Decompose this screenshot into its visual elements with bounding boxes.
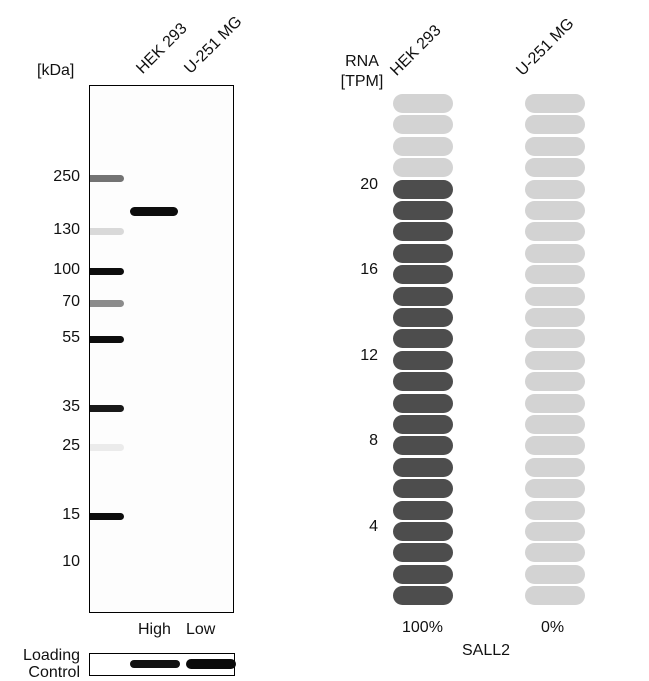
rna-bar-segment (393, 265, 453, 285)
percent-u251mg: 0% (541, 619, 565, 636)
rna-bar-segment (393, 522, 453, 541)
rna-bar-segment (393, 308, 453, 327)
rna-lane-label-u251mg: U-251 MG (513, 15, 578, 80)
marker-label: 10 (62, 553, 80, 570)
marker-band (90, 268, 124, 275)
marker-band (90, 300, 124, 307)
rna-bar-segment (525, 286, 585, 306)
sall2-band-hek293 (130, 207, 178, 216)
rna-bar-segment (393, 350, 453, 370)
rna-bar-segment (525, 393, 585, 413)
rna-bar-segment (525, 586, 585, 606)
western-blot-image (89, 85, 234, 613)
rna-bar-segment (393, 222, 453, 242)
marker-band (90, 405, 124, 412)
marker-label: 70 (62, 293, 80, 310)
rna-bar-segment (393, 500, 453, 520)
rna-bar-segment (525, 329, 585, 349)
rna-bar-segment (525, 415, 585, 434)
gene-name: SALL2 (462, 642, 511, 659)
rna-bar-segment (525, 479, 585, 499)
rna-axis-label: RNA [TPM] (337, 52, 387, 92)
kda-unit-label: [kDa] (37, 62, 75, 79)
marker-label: 55 (62, 329, 80, 346)
rna-bar-segment (393, 415, 453, 434)
lane-label-u251mg: U-251 MG (181, 13, 246, 78)
marker-label: 100 (53, 261, 80, 278)
rna-bar-segment (525, 372, 585, 392)
rna-bar-segment (393, 136, 453, 156)
loading-control-label: Loading Control (16, 647, 80, 681)
high-label: High (138, 621, 171, 638)
marker-band (90, 513, 124, 520)
loading-label-line2: Control (28, 664, 80, 681)
rna-bar-segment (393, 179, 453, 199)
rna-y-tick: 20 (360, 175, 378, 193)
rna-bar-segment (525, 94, 585, 113)
loading-control-blot (89, 653, 236, 676)
rna-bar-segment (525, 350, 585, 370)
rna-bar-segment (393, 436, 453, 456)
rna-bar-segment (525, 158, 585, 178)
low-label: Low (186, 621, 216, 638)
rna-bar-segment (393, 115, 453, 135)
rna-y-tick: 12 (360, 346, 378, 364)
rna-bar-segment (525, 457, 585, 477)
rna-bar-segment (525, 436, 585, 456)
rna-bar-segment (393, 158, 453, 178)
marker-band (90, 444, 124, 451)
rna-lane-label-hek293: HEK 293 (387, 21, 445, 80)
rna-bar-segment (525, 543, 585, 563)
percent-hek293: 100% (402, 619, 443, 636)
rna-bar-segment (525, 564, 585, 584)
rna-y-tick: 4 (369, 518, 378, 535)
marker-label: 15 (62, 506, 80, 523)
rna-y-tick: 8 (369, 432, 378, 450)
rna-bar-segment (525, 265, 585, 285)
marker-label: 250 (53, 168, 80, 185)
rna-bar-segment (525, 136, 585, 156)
rna-bar-segment (393, 479, 453, 499)
rna-bar-segment (393, 201, 453, 220)
rna-bar-segment (525, 308, 585, 327)
rna-bar-segment (525, 222, 585, 242)
rna-bar-segment (525, 179, 585, 199)
rna-bar-segment (393, 564, 453, 584)
rna-bar-segment (393, 393, 453, 413)
rna-bar-segment (525, 522, 585, 541)
rna-bar-segment (393, 543, 453, 563)
rna-bar-segment (525, 115, 585, 135)
marker-band (90, 228, 124, 235)
marker-label: 35 (62, 398, 80, 415)
rna-bar-segment (393, 329, 453, 349)
rna-bar-segment (393, 286, 453, 306)
loading-band-hek293 (130, 660, 180, 668)
lane-label-hek293: HEK 293 (133, 19, 191, 78)
rna-bar-segment (393, 243, 453, 263)
marker-band (90, 336, 124, 343)
rna-label-line2: [TPM] (340, 73, 384, 90)
rna-bar-segment (393, 372, 453, 392)
rna-bar-segment (525, 243, 585, 263)
marker-label: 130 (53, 221, 80, 238)
rna-label-line1: RNA (345, 53, 379, 70)
loading-label-line1: Loading (23, 647, 80, 664)
rna-bar-segment (525, 500, 585, 520)
marker-label: 25 (62, 437, 80, 454)
loading-band-u251mg (186, 659, 236, 669)
marker-band (90, 175, 124, 182)
rna-bar-segment (393, 94, 453, 113)
rna-bar-segment (393, 586, 453, 606)
rna-bar-segment (525, 201, 585, 220)
rna-y-tick: 16 (360, 261, 378, 279)
rna-bar-segment (393, 457, 453, 477)
